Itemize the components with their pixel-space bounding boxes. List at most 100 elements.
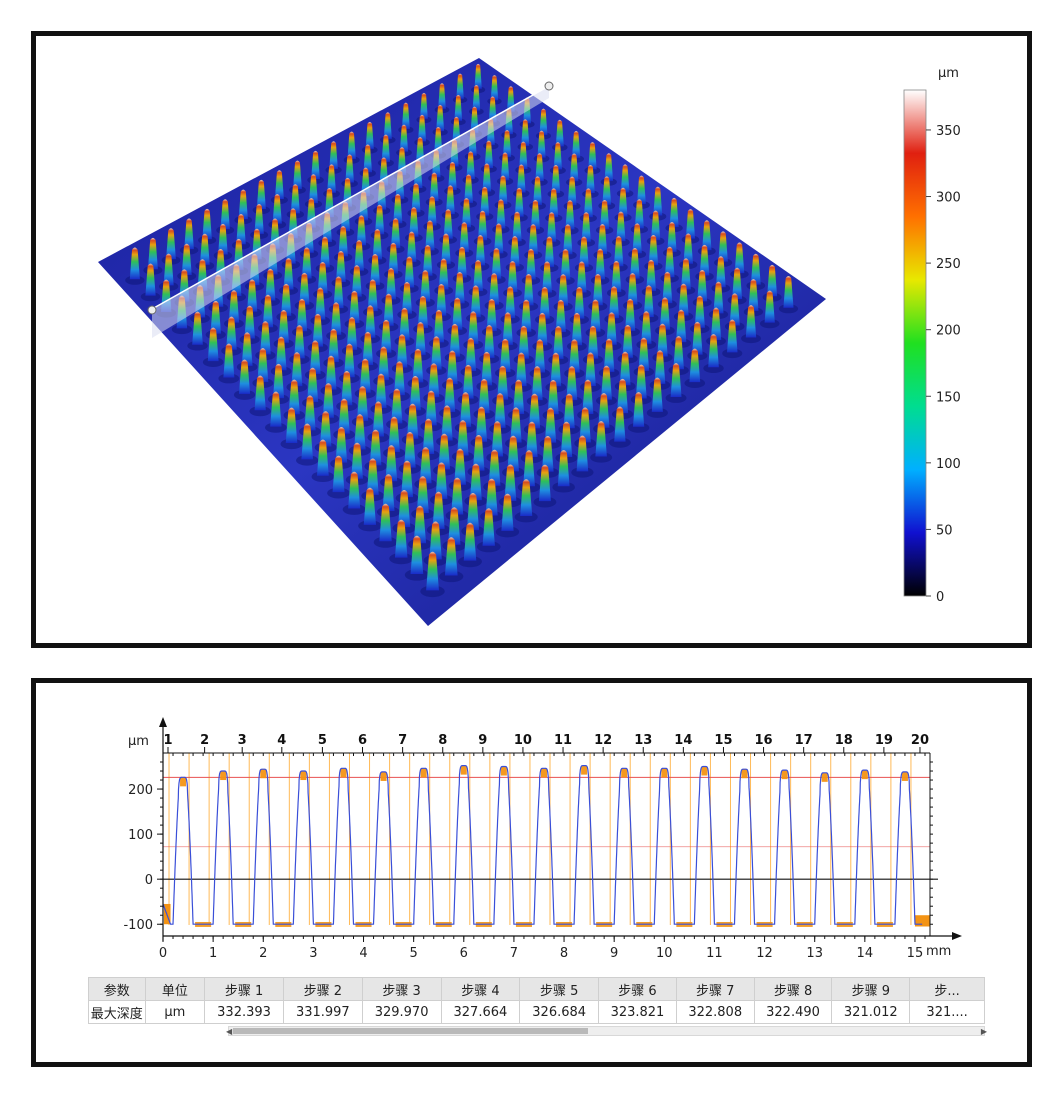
pillar: [750, 253, 761, 285]
pillar: [441, 405, 453, 441]
colorbar-tick-label: 350: [936, 124, 961, 139]
pillar: [697, 270, 708, 302]
pillar: [689, 348, 701, 383]
pillar: [533, 176, 542, 205]
pillar: [557, 450, 570, 487]
pillar: [383, 112, 392, 139]
pillar: [510, 407, 522, 443]
pillar: [335, 251, 346, 282]
pillar: [184, 218, 194, 250]
col-header[interactable]: 步...: [909, 977, 985, 1001]
pillar: [513, 379, 525, 415]
col-header: 参数: [88, 977, 146, 1001]
step-label: 17: [795, 733, 813, 748]
surface-3d-panel: µm 0 50 100 150 200 250 300 350: [31, 31, 1032, 648]
pillar: [441, 233, 451, 264]
pillar: [410, 535, 424, 574]
pillar: [390, 218, 401, 249]
scroll-right-arrow-icon[interactable]: ▶: [980, 1027, 987, 1036]
col-header[interactable]: 步骤 9: [831, 977, 911, 1001]
scrollbar-thumb[interactable]: [233, 1028, 588, 1034]
table-cell: 326.684: [519, 1000, 600, 1024]
colorbar: µm 0 50 100 150 200 250 300 350: [903, 66, 961, 605]
y-tick-label: 0: [145, 873, 153, 888]
pillar: [335, 426, 348, 463]
x-tick-label: 8: [560, 946, 568, 961]
surface-3d-chart: µm 0 50 100 150 200 250 300 350: [98, 58, 961, 626]
pillar: [409, 207, 419, 237]
pillar: [301, 423, 314, 460]
pillar: [597, 224, 608, 255]
pillar: [563, 393, 575, 429]
profile-start-handle[interactable]: [147, 305, 157, 315]
pillar: [401, 102, 410, 129]
pillar: [406, 231, 417, 262]
pillar: [708, 334, 719, 368]
step-label: 20: [911, 733, 929, 748]
pillar: [129, 247, 140, 280]
x-tick-label: 11: [706, 946, 723, 961]
pillar: [291, 352, 303, 387]
pillar: [274, 170, 284, 200]
pillar: [528, 224, 538, 255]
pillar: [466, 492, 480, 531]
pillar: [488, 449, 501, 486]
pillar: [669, 197, 679, 228]
col-header[interactable]: 步骤 6: [598, 977, 677, 1001]
pillar: [290, 184, 300, 214]
pillar: [354, 240, 364, 271]
pillar: [600, 365, 612, 400]
pillar: [643, 285, 654, 318]
step-label: 19: [875, 733, 893, 748]
pillar: [417, 114, 427, 142]
pillar: [438, 258, 449, 290]
col-header: 单位: [144, 977, 206, 1001]
pillar: [433, 309, 445, 343]
pillar: [362, 331, 374, 365]
peak-fill: [300, 771, 307, 781]
pillar: [228, 290, 240, 323]
pillar: [210, 300, 222, 334]
col-header[interactable]: 步骤 8: [753, 977, 833, 1001]
profile-end-handle[interactable]: [544, 81, 554, 91]
table-cell: 329.970: [361, 1000, 442, 1024]
pillar: [338, 226, 348, 257]
col-header[interactable]: 步骤 4: [440, 977, 521, 1001]
pillar: [369, 429, 382, 466]
table-horizontal-scrollbar[interactable]: ◀ ▶: [226, 1026, 987, 1036]
pillar: [409, 376, 421, 411]
pillar: [256, 179, 266, 210]
profile-grid: [163, 753, 938, 925]
col-header[interactable]: 步骤 5: [519, 977, 600, 1001]
pillar: [328, 328, 339, 362]
pillar: [329, 141, 338, 169]
pillar: [477, 210, 488, 241]
pillar: [415, 322, 426, 355]
peak-fill: [420, 768, 427, 778]
col-header[interactable]: 步骤 1: [204, 977, 284, 1001]
colorbar-unit: µm: [938, 66, 959, 81]
pillar: [374, 204, 385, 235]
col-header[interactable]: 步骤 7: [675, 977, 755, 1001]
pillar: [480, 186, 490, 216]
pillar: [382, 474, 395, 511]
scroll-left-arrow-icon[interactable]: ◀: [226, 1027, 233, 1036]
pillar: [603, 338, 615, 372]
pillar: [346, 317, 358, 350]
pillar: [429, 521, 442, 560]
pillar: [512, 211, 522, 242]
pillar: [565, 200, 575, 230]
col-header[interactable]: 步骤 3: [361, 977, 442, 1001]
x-tick-label: 1: [209, 946, 217, 961]
pillar: [411, 183, 421, 213]
col-header[interactable]: 步骤 2: [282, 977, 363, 1001]
pillar: [670, 363, 682, 397]
pillar: [485, 478, 498, 516]
pillar: [538, 464, 551, 502]
pillar: [664, 246, 675, 278]
pillar: [587, 325, 599, 359]
pillar: [265, 268, 276, 301]
pillar: [470, 285, 481, 318]
pillar: [657, 323, 668, 357]
pillar: [694, 295, 705, 328]
